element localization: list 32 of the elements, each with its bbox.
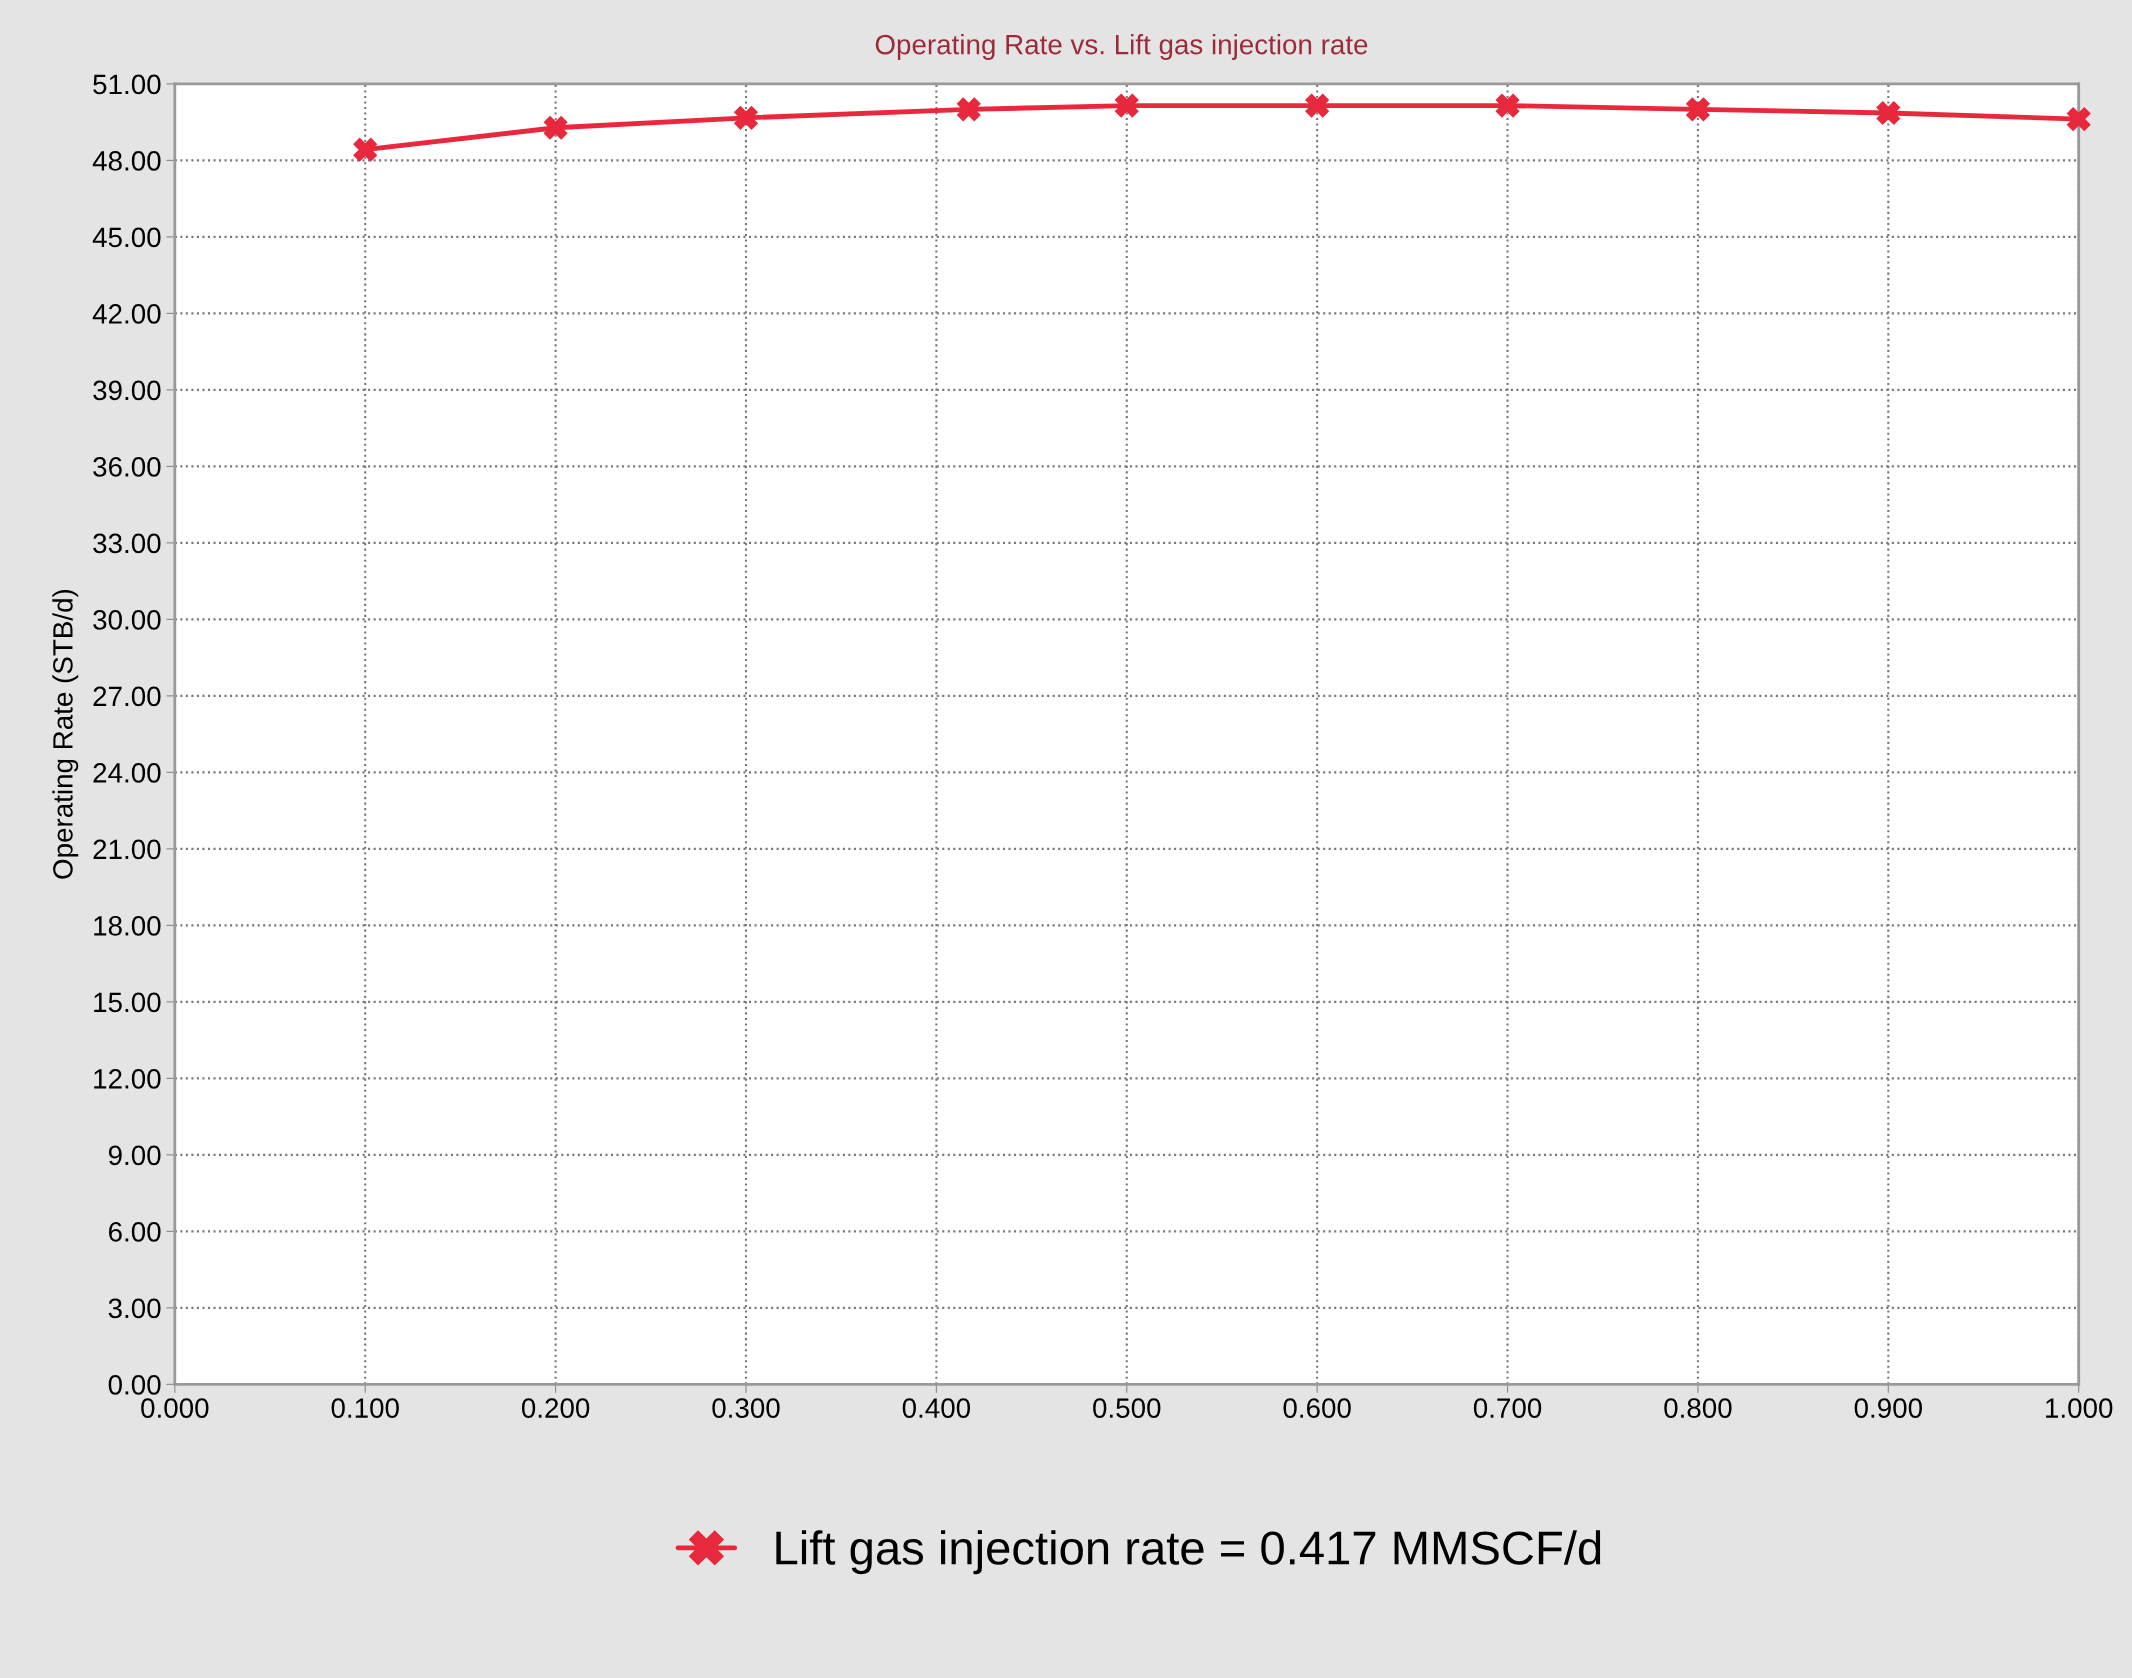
y-tick-label: 51.00: [93, 74, 161, 95]
x-tick-label: 0.300: [712, 1398, 780, 1418]
y-axis-title: Operating Rate (STB/d): [52, 589, 79, 879]
y-tick-label: 39.00: [93, 380, 161, 401]
y-tick-label: 3.00: [108, 1298, 161, 1319]
y-tick-label: 36.00: [93, 457, 161, 477]
y-tick-label: 48.00: [92, 151, 161, 171]
chart-title: Operating Rate vs. Lift gas injection rate: [875, 34, 1368, 60]
x-tick-label: 1.000: [2046, 1398, 2113, 1418]
x-tick-label: 0.000: [141, 1398, 209, 1418]
y-tick-label: 24.00: [93, 763, 161, 783]
x-tick-label: 0.200: [521, 1398, 590, 1418]
x-tick-label: 0.700: [1473, 1398, 1542, 1418]
x-tick-label: 0.600: [1283, 1398, 1351, 1418]
y-tick-label: 45.00: [92, 227, 161, 248]
y-tick-label: 15.00: [94, 992, 161, 1013]
y-tick-label: 18.00: [94, 916, 161, 936]
x-tick-label: 0.500: [1093, 1398, 1161, 1418]
legend-label: Lift gas injection rate = 0.417 MMSCF/d: [776, 1530, 1601, 1575]
y-tick-label: 27.00: [93, 686, 161, 707]
y-tick-label: 0.00: [108, 1375, 161, 1395]
y-tick-label: 12.00: [94, 1069, 161, 1089]
x-tick-label: 0.900: [1854, 1398, 1922, 1418]
y-tick-label: 9.00: [108, 1145, 161, 1166]
y-tick-label: 21.00: [93, 839, 161, 860]
y-tick-label: 42.00: [92, 304, 161, 324]
x-tick-label: 0.800: [1664, 1398, 1732, 1418]
x-tick-label: 0.400: [902, 1398, 971, 1418]
y-tick-label: 30.00: [93, 610, 161, 630]
y-tick-label: 6.00: [108, 1222, 161, 1242]
x-tick-label: 0.100: [331, 1398, 399, 1418]
y-tick-label: 33.00: [93, 533, 161, 554]
